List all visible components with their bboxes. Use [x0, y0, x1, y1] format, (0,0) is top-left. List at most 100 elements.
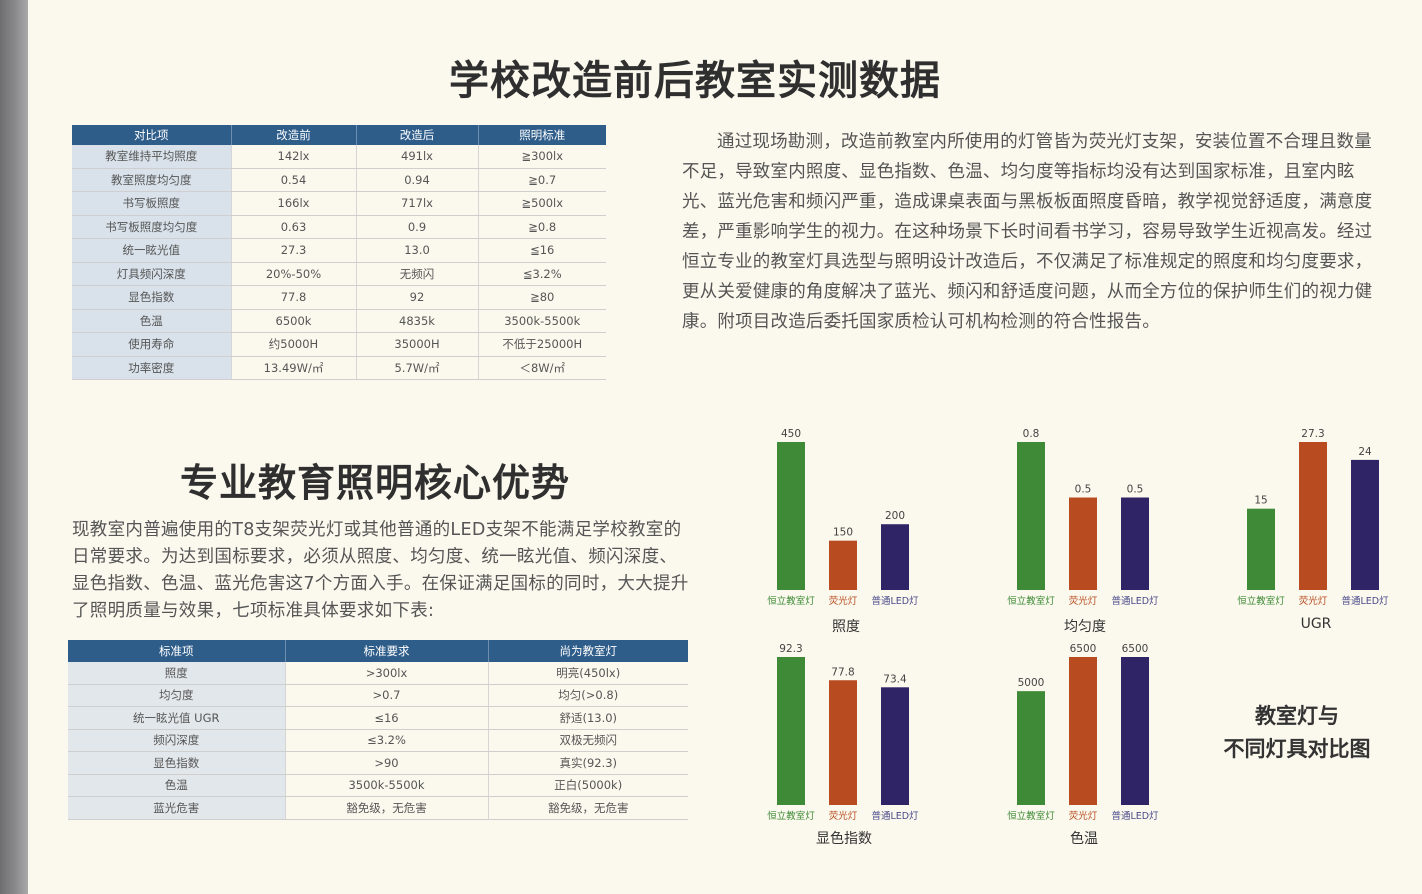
table-cell: 豁免级，无危害 [285, 796, 489, 820]
comparison-row: 教室照度均匀度 0.54 0.94 ≧0.7 [72, 168, 606, 192]
table-cell: 正白(5000k) [488, 774, 688, 797]
data-label: 73.4 [883, 673, 907, 685]
data-label: 200 [885, 510, 905, 522]
table-cell: 统一眩光值 [72, 238, 232, 263]
standards-row: 照度 >300lx 明亮(450lx) [68, 662, 688, 685]
table-cell: ≧500lx [478, 191, 606, 216]
bar [1299, 442, 1327, 590]
table-cell: 约5000H [231, 332, 357, 357]
category-label: 普通LED灯 [871, 595, 919, 607]
table-cell: 蓝光危害 [68, 796, 286, 820]
chart-title-uniformity: 均匀度 [1064, 619, 1106, 635]
comparison-row: 使用寿命 约5000H 35000H 不低于25000H [72, 332, 606, 357]
table-cell: 教室维持平均照度 [72, 145, 232, 169]
category-label: 普通LED灯 [871, 810, 919, 822]
table-cell: 统一眩光值 UGR [68, 706, 286, 730]
category-label: 荧光灯 [829, 810, 858, 822]
bar [1069, 497, 1097, 590]
category-label: 恒立教室灯 [767, 810, 815, 822]
main-title: 学校改造前后教室实测数据 [449, 58, 941, 104]
table-cell: 717lx [356, 191, 479, 216]
standards-row: 统一眩光值 UGR ≤16 舒适(13.0) [68, 706, 688, 730]
bar [1247, 508, 1275, 590]
table-cell: 3500k-5500k [285, 774, 489, 797]
data-label: 15 [1254, 495, 1267, 507]
column-header: 改造后 [356, 125, 479, 145]
table-cell: 27.3 [231, 238, 357, 263]
data-label: 0.8 [1023, 428, 1040, 440]
comparison-table: 对比项 改造前 改造后 照明标准 教室维持平均照度 142lx 491lx ≧300lx 教室… [72, 125, 606, 380]
table-cell: 舒适(13.0) [488, 706, 688, 730]
category-label: 荧光灯 [829, 595, 858, 607]
table-cell: 20%-50% [231, 262, 357, 286]
table-cell: 显色指数 [68, 751, 286, 775]
table-cell: 6500k [231, 309, 357, 333]
table-cell: 书写板照度 [72, 191, 232, 216]
table-cell: 13.49W/㎡ [231, 356, 357, 380]
chart-title-color-temperature: 色温 [1070, 831, 1098, 847]
category-label: 恒立教室灯 [1007, 595, 1055, 607]
table-cell: 灯具频闪深度 [72, 262, 232, 286]
table-cell: 不低于25000H [478, 332, 606, 357]
table-cell: ≤16 [285, 706, 489, 730]
data-label: 450 [781, 428, 801, 440]
bar [777, 442, 805, 590]
table-cell: 使用寿命 [72, 332, 232, 357]
table-cell: 豁免级，无危害 [488, 796, 688, 820]
table-cell: ≧80 [478, 285, 606, 310]
comparison-row: 统一眩光值 27.3 13.0 ≦16 [72, 238, 606, 263]
table-cell: ≤3.2% [285, 729, 489, 752]
table-cell: 照度 [68, 662, 286, 685]
table-cell: 0.54 [231, 168, 357, 192]
table-cell: 真实(92.3) [488, 751, 688, 775]
table-cell: 色温 [68, 774, 286, 797]
table-cell: 书写板照度均匀度 [72, 215, 232, 239]
bar [881, 687, 909, 805]
table-cell: ≧0.7 [478, 168, 606, 192]
standards-row: 均匀度 >0.7 均匀(>0.8) [68, 684, 688, 707]
table-cell: 0.94 [356, 168, 479, 192]
table-cell: 色温 [72, 309, 232, 333]
data-label: 6500 [1070, 643, 1097, 655]
table-cell: ≧0.8 [478, 215, 606, 239]
chart-color-temperature: 5000 恒立教室灯 6500 荧光灯 6500 普通LED灯 [1007, 643, 1159, 822]
table-cell: 均匀度 [68, 684, 286, 707]
table-cell: ≦16 [478, 238, 606, 263]
comparison-row: 书写板照度 166lx 717lx ≧500lx [72, 191, 606, 216]
category-label: 恒立教室灯 [767, 595, 815, 607]
comparison-caption: 教室灯与 不同灯具对比图 [1212, 700, 1382, 766]
table-cell: 3500k-5500k [478, 309, 606, 333]
chart-uniformity: 0.8 恒立教室灯 0.5 荧光灯 0.5 普通LED灯 [1007, 428, 1159, 607]
table-cell: 0.9 [356, 215, 479, 239]
bar [1017, 691, 1045, 805]
comparison-row: 教室维持平均照度 142lx 491lx ≧300lx [72, 145, 606, 169]
table-cell: ≦3.2% [478, 262, 606, 286]
data-label: 27.3 [1301, 428, 1324, 440]
comparison-row: 色温 6500k 4835k 3500k-5500k [72, 309, 606, 333]
comparison-row: 书写板照度均匀度 0.63 0.9 ≧0.8 [72, 215, 606, 239]
category-label: 普通LED灯 [1111, 810, 1159, 822]
bar [1017, 442, 1045, 590]
table-cell: 显色指数 [72, 285, 232, 310]
data-label: 6500 [1122, 643, 1149, 655]
comparison-row: 灯具频闪深度 20%-50% 无频闪 ≦3.2% [72, 262, 606, 286]
comparison-row: 显色指数 77.8 92 ≧80 [72, 285, 606, 310]
advantage-paragraph: 现教室内普遍使用的T8支架荧光灯或其他普通的LED支架不能满足学校教室的日常要求… [72, 520, 689, 621]
table-cell: 92 [356, 285, 479, 310]
standards-table-header: 标准项 标准要求 尚为教室灯 [68, 640, 688, 662]
table-cell: 166lx [231, 191, 357, 216]
intro-paragraph: 通过现场勘测，改造前教室内所使用的灯管皆为荧光灯支架，安装位置不合理且数量不足，… [682, 132, 1373, 332]
category-label: 恒立教室灯 [1007, 810, 1055, 822]
table-cell: >90 [285, 751, 489, 775]
standards-row: 显色指数 >90 真实(92.3) [68, 751, 688, 775]
bar [881, 524, 909, 590]
standards-row: 频闪深度 ≤3.2% 双极无频闪 [68, 729, 688, 752]
data-label: 150 [833, 527, 853, 539]
bar [829, 540, 857, 590]
table-cell: 教室照度均匀度 [72, 168, 232, 192]
table-cell: 频闪深度 [68, 729, 286, 752]
category-label: 荧光灯 [1299, 595, 1328, 607]
chart-title-color-rendering: 显色指数 [816, 831, 872, 847]
category-label: 荧光灯 [1069, 595, 1098, 607]
bar [1351, 459, 1379, 590]
